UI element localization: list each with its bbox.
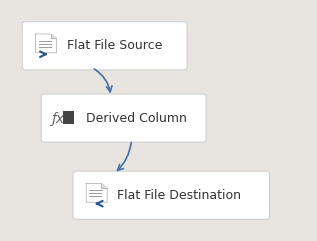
FancyBboxPatch shape (22, 22, 187, 70)
Polygon shape (36, 34, 56, 53)
FancyBboxPatch shape (41, 94, 206, 142)
FancyBboxPatch shape (73, 171, 269, 219)
FancyBboxPatch shape (63, 111, 74, 124)
Polygon shape (86, 183, 107, 202)
Text: ƒx: ƒx (51, 112, 64, 126)
Text: Flat File Destination: Flat File Destination (117, 189, 241, 202)
Text: Derived Column: Derived Column (86, 112, 186, 125)
Text: Flat File Source: Flat File Source (67, 39, 162, 52)
Polygon shape (51, 34, 56, 38)
Polygon shape (101, 183, 107, 188)
